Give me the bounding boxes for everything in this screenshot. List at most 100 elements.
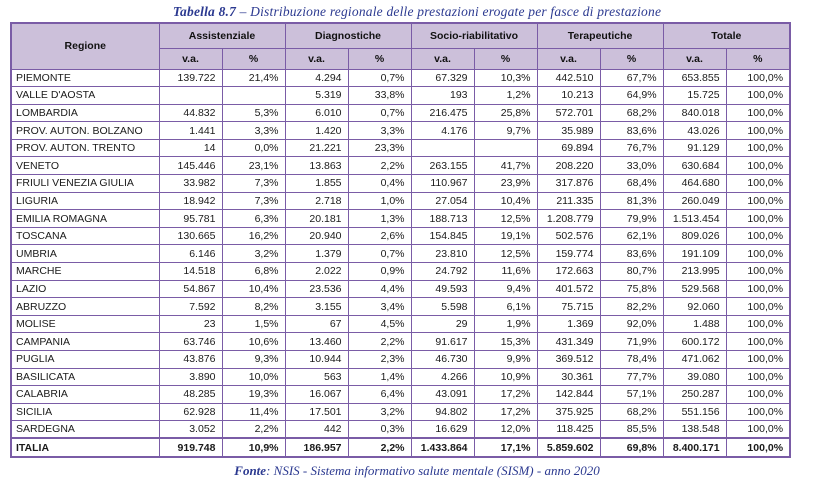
value-cell: 94.802 bbox=[410, 402, 475, 422]
value-cell: 1,4% bbox=[347, 367, 412, 387]
value-cell: 19,1% bbox=[473, 226, 538, 246]
value-cell: 6,1% bbox=[473, 297, 538, 316]
total-row: ITALIA 919.748 10,9% 186.957 2,2% 1.433.864 17… bbox=[10, 437, 791, 458]
value-cell: 100,0% bbox=[725, 156, 791, 176]
value-cell: 100,0% bbox=[725, 209, 791, 228]
value-cell: 2,2% bbox=[347, 437, 412, 458]
value-cell: 2,2% bbox=[347, 332, 412, 351]
value-cell: 9,7% bbox=[473, 121, 538, 140]
value-cell: 188.713 bbox=[410, 209, 475, 228]
value-cell: 2,2% bbox=[347, 156, 412, 176]
value-cell: 15,3% bbox=[473, 332, 538, 351]
value-cell: 0,3% bbox=[347, 420, 412, 439]
value-cell: 100,0% bbox=[725, 402, 791, 422]
value-cell: 211.335 bbox=[536, 191, 601, 211]
value-cell: 23.810 bbox=[410, 244, 475, 264]
value-cell: 77,7% bbox=[599, 367, 664, 387]
value-cell: 68,4% bbox=[599, 174, 664, 193]
value-cell: 100,0% bbox=[725, 138, 791, 158]
value-cell: 6.010 bbox=[284, 103, 349, 123]
value-cell: 8,2% bbox=[221, 297, 286, 316]
value-cell: 6.146 bbox=[158, 244, 223, 264]
sub-header-row: v.a. % v.a. % v.a. % v.a. % v.a. % bbox=[11, 47, 791, 70]
value-cell: 100,0% bbox=[725, 103, 791, 123]
value-cell: 172.663 bbox=[536, 262, 601, 281]
value-cell: 83,6% bbox=[599, 121, 664, 140]
value-cell: 12,0% bbox=[473, 420, 538, 439]
region-cell: MOLISE bbox=[10, 314, 160, 334]
value-cell: 8.400.171 bbox=[662, 437, 727, 458]
value-cell: 142.844 bbox=[536, 385, 601, 404]
value-cell: 23,9% bbox=[473, 174, 538, 193]
value-cell: 2,2% bbox=[221, 420, 286, 439]
region-cell: CAMPANIA bbox=[10, 332, 160, 351]
value-cell: 48.285 bbox=[158, 385, 223, 404]
value-cell: 208.220 bbox=[536, 156, 601, 176]
value-cell: 10,9% bbox=[473, 367, 538, 387]
value-cell: 67.329 bbox=[410, 68, 475, 88]
subheader-pct: % bbox=[473, 47, 538, 70]
value-cell: 0,4% bbox=[347, 174, 412, 193]
corner-header-regione: Regione bbox=[10, 22, 160, 70]
group-header-socio-riabilitativo: Socio-riabilitativo bbox=[410, 22, 538, 49]
value-cell: 16,2% bbox=[221, 226, 286, 246]
value-cell: 14 bbox=[158, 138, 223, 158]
value-cell bbox=[158, 86, 223, 105]
value-cell: 12,5% bbox=[473, 209, 538, 228]
value-cell: 85,5% bbox=[599, 420, 664, 439]
region-cell: LIGURIA bbox=[10, 191, 160, 211]
region-cell: BASILICATA bbox=[10, 367, 160, 387]
table-footer: ITALIA 919.748 10,9% 186.957 2,2% 1.433.864 17… bbox=[10, 437, 791, 458]
table-row: CAMPANIA 63.746 10,6% 13.460 2,2% 91.617 15,3%… bbox=[10, 332, 791, 351]
source-note: Fonte: NSIS - Sistema informativo salute… bbox=[0, 463, 834, 479]
value-cell: 100,0% bbox=[725, 121, 791, 140]
value-cell: 21,4% bbox=[221, 68, 286, 88]
value-cell: 1.513.454 bbox=[662, 209, 727, 228]
subheader-va: v.a. bbox=[662, 47, 727, 70]
value-cell: 3.155 bbox=[284, 297, 349, 316]
region-cell: CALABRIA bbox=[10, 385, 160, 404]
value-cell: 9,3% bbox=[221, 350, 286, 369]
value-cell: 100,0% bbox=[725, 314, 791, 334]
group-header-assistenziale: Assistenziale bbox=[158, 22, 286, 49]
value-cell: 6,4% bbox=[347, 385, 412, 404]
value-cell: 12,5% bbox=[473, 244, 538, 264]
value-cell: 442 bbox=[284, 420, 349, 439]
value-cell: 41,7% bbox=[473, 156, 538, 176]
subheader-pct: % bbox=[347, 47, 412, 70]
value-cell: 3.052 bbox=[158, 420, 223, 439]
value-cell: 92,0% bbox=[599, 314, 664, 334]
value-cell: 6,3% bbox=[221, 209, 286, 228]
subheader-va: v.a. bbox=[158, 47, 223, 70]
value-cell: 100,0% bbox=[725, 86, 791, 105]
table-row: LIGURIA 18.942 7,3% 2.718 1,0% 27.054 10,4% 211… bbox=[10, 191, 791, 211]
value-cell: 1.420 bbox=[284, 121, 349, 140]
value-cell: 100,0% bbox=[725, 437, 791, 458]
value-cell: 1.208.779 bbox=[536, 209, 601, 228]
value-cell: 0,9% bbox=[347, 262, 412, 281]
value-cell: 100,0% bbox=[725, 226, 791, 246]
table-row: UMBRIA 6.146 3,2% 1.379 0,7% 23.810 12,5% 159.7… bbox=[10, 244, 791, 264]
value-cell: 2,3% bbox=[347, 350, 412, 369]
value-cell bbox=[221, 86, 286, 105]
value-cell: 7,3% bbox=[221, 191, 286, 211]
value-cell: 92.060 bbox=[662, 297, 727, 316]
value-cell: 186.957 bbox=[284, 437, 349, 458]
value-cell: 75,8% bbox=[599, 279, 664, 299]
table-header: Regione Assistenziale Diagnostiche Socio… bbox=[10, 22, 791, 70]
prestazioni-table: Regione Assistenziale Diagnostiche Socio… bbox=[10, 22, 792, 459]
table-row: SICILIA 62.928 11,4% 17.501 3,2% 94.802 17,2% 3… bbox=[10, 402, 791, 422]
value-cell: 43.091 bbox=[410, 385, 475, 404]
value-cell: 68,2% bbox=[599, 402, 664, 422]
value-cell: 138.548 bbox=[662, 420, 727, 439]
value-cell: 110.967 bbox=[410, 174, 475, 193]
value-cell: 1,5% bbox=[221, 314, 286, 334]
value-cell: 0,0% bbox=[221, 138, 286, 158]
value-cell: 1.441 bbox=[158, 121, 223, 140]
value-cell: 33.982 bbox=[158, 174, 223, 193]
subheader-va: v.a. bbox=[284, 47, 349, 70]
table-row: LOMBARDIA 44.832 5,3% 6.010 0,7% 216.475 25,8%… bbox=[10, 103, 791, 123]
table-row: ABRUZZO 7.592 8,2% 3.155 3,4% 5.598 6,1% 75.715… bbox=[10, 297, 791, 316]
value-cell: 9,9% bbox=[473, 350, 538, 369]
